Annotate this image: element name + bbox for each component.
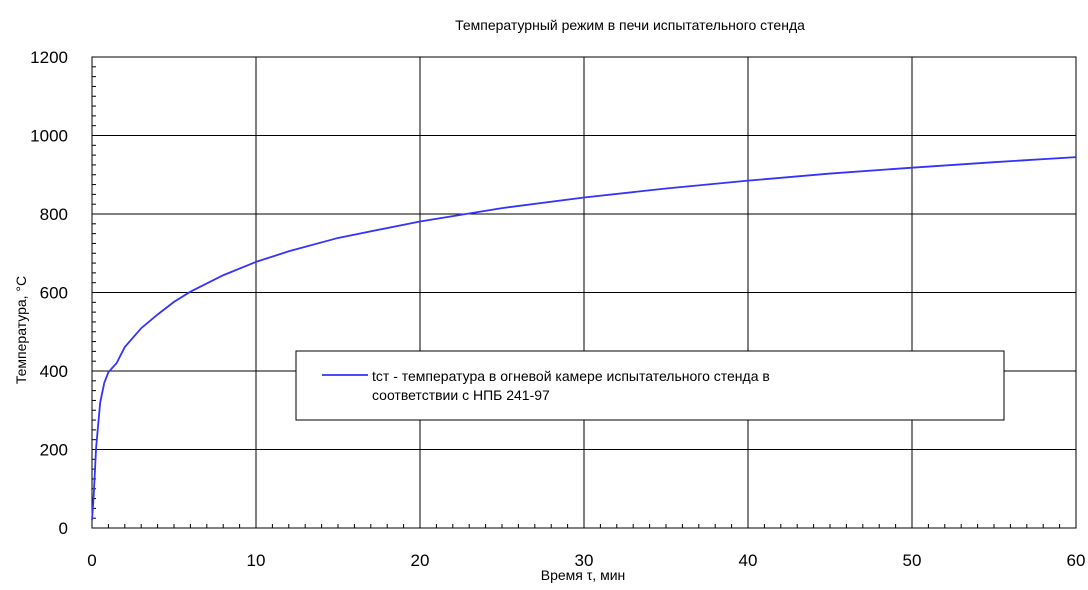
x-tick-label: 40: [739, 551, 758, 570]
y-tick-label: 800: [40, 205, 68, 224]
grid: [92, 57, 1076, 528]
y-tick-label: 400: [40, 362, 68, 381]
y-tick-label: 0: [59, 519, 68, 538]
x-tick-label: 0: [87, 551, 96, 570]
x-axis-label: Время τ, мин: [541, 567, 626, 583]
y-tick-label: 600: [40, 284, 68, 303]
legend-label-line1: tст - температура в огневой камере испыт…: [372, 368, 770, 384]
x-tick-label: 50: [903, 551, 922, 570]
x-axis-tick-labels: 0 10 20 30 40 50 60: [87, 551, 1085, 570]
x-tick-label: 20: [411, 551, 430, 570]
y-tick-label: 200: [40, 441, 68, 460]
y-axis-tick-labels: 0 200 400 600 800 1000 1200: [30, 48, 68, 538]
legend: tст - температура в огневой камере испыт…: [295, 350, 1005, 421]
x-tick-label: 10: [247, 551, 266, 570]
y-tick-label: 1000: [30, 127, 68, 146]
y-axis-label: Температура, °С: [13, 276, 29, 384]
y-tick-label: 1200: [30, 48, 68, 67]
x-tick-label: 30: [575, 551, 594, 570]
series-layer: [91, 156, 1077, 521]
legend-box: [295, 350, 1005, 421]
series-line: [91, 156, 1077, 521]
x-tick-label: 60: [1067, 551, 1086, 570]
chart-title: Температурный режим в печи испытательног…: [455, 17, 805, 33]
legend-label-line2: соответствии с НПБ 241-97: [372, 387, 550, 403]
